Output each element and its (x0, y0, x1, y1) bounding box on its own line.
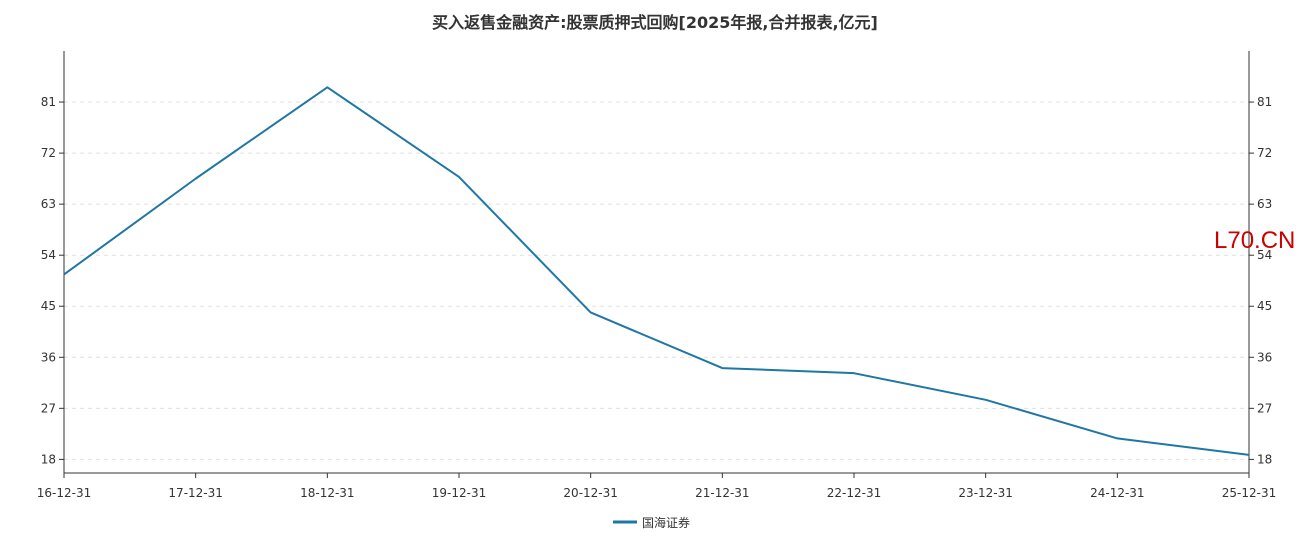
y-tick-label: 27 (41, 401, 56, 415)
x-tick-label: 18-12-31 (300, 486, 354, 500)
y-tick-label-right: 36 (1257, 350, 1272, 364)
y-tick-label-right: 63 (1257, 197, 1272, 211)
x-tick-label: 22-12-31 (827, 486, 881, 500)
y-tick-label-right: 54 (1257, 248, 1272, 262)
y-tick-label: 18 (41, 452, 56, 466)
y-tick-label-right: 72 (1257, 146, 1272, 160)
y-tick-label-right: 27 (1257, 401, 1272, 415)
y-tick-label: 72 (41, 146, 56, 160)
y-tick-label: 63 (41, 197, 56, 211)
x-tick-label: 24-12-31 (1090, 486, 1144, 500)
x-ticks: 16-12-31 17-12-31 18-12-31 19-12-31 20-12-31… (37, 473, 1276, 500)
y-tick-label-right: 18 (1257, 452, 1272, 466)
x-tick-label: 19-12-31 (432, 486, 486, 500)
x-tick-label: 25-12-31 (1222, 486, 1276, 500)
y-tick-label-right: 81 (1257, 95, 1272, 109)
x-tick-label: 17-12-31 (168, 486, 222, 500)
y-tick-label: 54 (41, 248, 56, 262)
right-y-ticks: 18 27 36 45 54 63 72 81 (1249, 95, 1272, 466)
x-tick-label: 23-12-31 (958, 486, 1012, 500)
legend[interactable]: 国海证券 (613, 515, 690, 530)
x-tick-label: 20-12-31 (563, 486, 617, 500)
chart-title: 买入返售金融资产:股票质押式回购[2025年报,合并报表,亿元] (432, 13, 878, 32)
watermark-text: L70.CN (1214, 227, 1295, 254)
y-tick-label: 45 (41, 299, 56, 313)
grid-lines (64, 101, 1249, 460)
y-tick-label: 36 (41, 350, 56, 364)
y-tick-label: 81 (41, 95, 56, 109)
y-tick-label-right: 45 (1257, 299, 1272, 313)
series-group (63, 86, 1250, 456)
left-y-ticks: 18 27 36 45 54 63 72 81 (41, 95, 64, 466)
x-tick-label: 16-12-31 (37, 486, 91, 500)
series-line (63, 86, 1250, 456)
x-tick-label: 21-12-31 (695, 486, 749, 500)
legend-label[interactable]: 国海证券 (642, 515, 690, 530)
